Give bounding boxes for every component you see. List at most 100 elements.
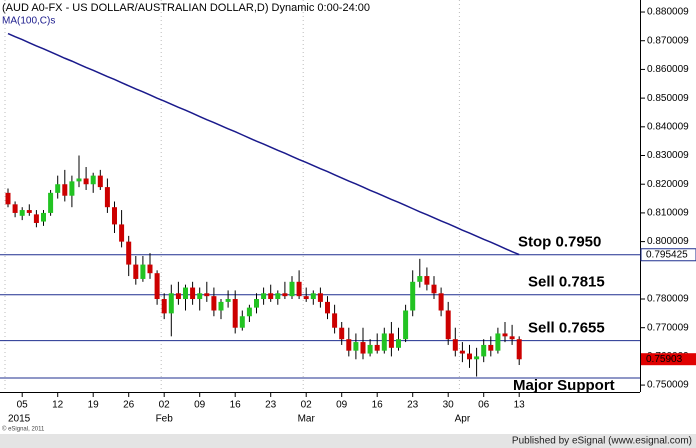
x-tick-label: 05: [17, 400, 29, 411]
candle-body: [396, 339, 401, 348]
candle-body: [12, 204, 18, 213]
candle-body: [190, 287, 196, 300]
candle-body: [410, 281, 416, 311]
last-price-label: 0.75903: [646, 354, 683, 365]
footer-bar: [0, 434, 696, 448]
series-label: MA(100,C)s: [2, 16, 55, 27]
period-label: Mar: [298, 414, 316, 425]
candle-body: [83, 178, 89, 185]
candle-body: [119, 224, 125, 242]
candle-body: [112, 207, 117, 225]
last-price-box: [641, 353, 696, 366]
candle-body: [90, 175, 96, 185]
y-tick-label: 0.820009: [647, 179, 689, 190]
candle-body: [495, 333, 501, 351]
candle-body: [303, 296, 309, 300]
chart-title: (AUD A0-FX - US DOLLAR/AUSTRALIAN DOLLAR…: [2, 2, 370, 14]
level-price-label: 0.795425: [646, 249, 688, 260]
candle-body: [26, 210, 32, 213]
candle-body: [204, 293, 210, 297]
candle-body: [175, 293, 181, 300]
candle-body: [126, 241, 132, 265]
candle-body: [5, 192, 11, 205]
x-tick-label: 26: [123, 400, 135, 411]
candle-body: [467, 353, 472, 360]
y-tick-label: 0.860009: [647, 64, 689, 75]
candle-body: [97, 175, 103, 188]
candle-body: [282, 293, 288, 297]
copyright: © eSignal, 2011: [2, 426, 45, 433]
x-tick-label: 23: [265, 400, 277, 411]
level-annotation: Sell 0.7815: [528, 274, 605, 291]
candle-body: [211, 296, 217, 311]
candle-body: [360, 342, 366, 354]
x-tick-label: 13: [514, 400, 526, 411]
y-tick-label: 0.880009: [647, 7, 689, 18]
candle-body: [325, 301, 330, 314]
candle-body: [445, 310, 451, 340]
level-price-box: [640, 248, 696, 262]
candle-body: [168, 293, 174, 314]
candle-body: [481, 344, 487, 357]
x-tick-label: 09: [336, 400, 348, 411]
level-annotation: Stop 0.7950: [518, 234, 601, 251]
period-label: Apr: [455, 414, 471, 425]
candle-body: [516, 339, 522, 360]
candle-body: [133, 264, 139, 279]
y-tick-label: 0.810009: [647, 208, 689, 219]
x-tick-label: 30: [443, 400, 455, 411]
level-annotation: Major Support: [513, 377, 615, 394]
moving-average: [7, 32, 520, 256]
candle-body: [268, 293, 274, 300]
candle-body: [431, 284, 437, 294]
y-tick-label: 0.840009: [647, 121, 689, 132]
candle-body: [346, 339, 352, 351]
x-tick-label: 06: [478, 400, 490, 411]
candle-body: [332, 313, 338, 328]
candle-body: [19, 210, 25, 216]
period-label: Feb: [156, 414, 174, 425]
candle-body: [254, 299, 259, 308]
candle-body: [48, 192, 54, 213]
candle-body: [154, 273, 160, 300]
x-tick-label: 09: [194, 400, 206, 411]
candle-body: [140, 264, 146, 279]
candle-body: [55, 184, 61, 193]
candle-body: [381, 333, 387, 351]
candle-body: [488, 344, 494, 351]
x-tick-label: 19: [88, 400, 100, 411]
candle-body: [275, 293, 281, 300]
candle-body: [403, 310, 409, 340]
candle-body: [183, 287, 188, 300]
x-tick-label: 16: [230, 400, 242, 411]
candle-body: [76, 178, 82, 182]
candle-body: [509, 336, 515, 340]
candle-body: [33, 214, 39, 223]
candle-body: [261, 293, 267, 300]
candle-body: [69, 181, 75, 196]
candle-body: [218, 301, 224, 311]
candle-body: [339, 327, 345, 340]
candle-body: [161, 299, 167, 314]
candle-body: [353, 342, 359, 351]
candle-body: [246, 307, 252, 317]
y-tick-label: 0.780009: [647, 294, 689, 305]
y-tick-label: 0.850009: [647, 93, 689, 104]
candle-body: [317, 293, 323, 302]
x-tick-label: 23: [407, 400, 419, 411]
footer: Published by eSignal (www.esignal.com): [512, 436, 692, 447]
candle-body: [232, 299, 238, 328]
y-tick-label: 0.830009: [647, 150, 689, 161]
candle-body: [41, 212, 46, 222]
y-tick-label: 0.770009: [647, 322, 689, 333]
period-label: 2015: [8, 414, 31, 425]
candle-body: [367, 344, 373, 354]
y-tick-label: 0.800009: [647, 236, 689, 247]
candle-body: [474, 356, 480, 360]
candle-body: [417, 276, 423, 282]
x-tick-label: 02: [159, 400, 171, 411]
candle-body: [289, 281, 295, 297]
candle-body: [459, 350, 465, 354]
candle-body: [239, 316, 245, 328]
